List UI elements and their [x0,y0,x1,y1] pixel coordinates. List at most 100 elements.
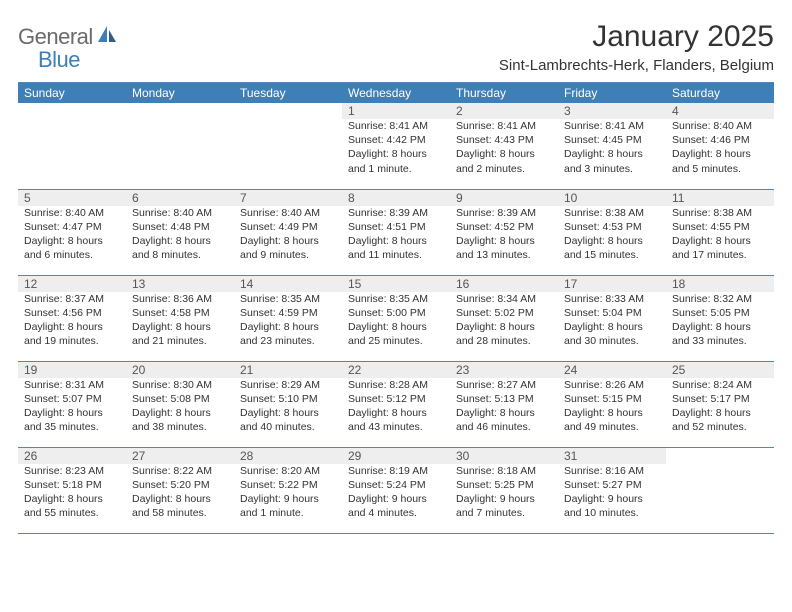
daylight-text: Daylight: 8 hours and 15 minutes. [564,234,662,262]
calendar-day-cell: 3Sunrise: 8:41 AMSunset: 4:45 PMDaylight… [558,103,666,189]
sunset-text: Sunset: 4:43 PM [456,133,554,147]
weekday-header: Wednesday [342,83,450,103]
calendar-day-cell: 18Sunrise: 8:32 AMSunset: 5:05 PMDayligh… [666,275,774,361]
sunrise-text: Sunrise: 8:38 AM [564,206,662,220]
day-details: Sunrise: 8:41 AMSunset: 4:42 PMDaylight:… [342,119,450,180]
calendar-day-cell: 27Sunrise: 8:22 AMSunset: 5:20 PMDayligh… [126,447,234,533]
daylight-text: Daylight: 9 hours and 7 minutes. [456,492,554,520]
sunrise-text: Sunrise: 8:28 AM [348,378,446,392]
day-number: 13 [126,276,234,292]
day-details: Sunrise: 8:27 AMSunset: 5:13 PMDaylight:… [450,378,558,439]
daylight-text: Daylight: 8 hours and 17 minutes. [672,234,770,262]
calendar-day-cell: 21Sunrise: 8:29 AMSunset: 5:10 PMDayligh… [234,361,342,447]
calendar-day-cell: 11Sunrise: 8:38 AMSunset: 4:55 PMDayligh… [666,189,774,275]
day-details: Sunrise: 8:18 AMSunset: 5:25 PMDaylight:… [450,464,558,525]
sunrise-text: Sunrise: 8:24 AM [672,378,770,392]
calendar-week-row: 5Sunrise: 8:40 AMSunset: 4:47 PMDaylight… [18,189,774,275]
day-details: Sunrise: 8:30 AMSunset: 5:08 PMDaylight:… [126,378,234,439]
sunrise-text: Sunrise: 8:37 AM [24,292,122,306]
sunrise-text: Sunrise: 8:18 AM [456,464,554,478]
day-number: 17 [558,276,666,292]
day-number: 8 [342,190,450,206]
day-number [126,103,234,119]
daylight-text: Daylight: 8 hours and 9 minutes. [240,234,338,262]
sunset-text: Sunset: 4:56 PM [24,306,122,320]
day-number: 22 [342,362,450,378]
day-number: 27 [126,448,234,464]
sunrise-text: Sunrise: 8:36 AM [132,292,230,306]
page-header: General January 2025 Sint-Lambrechts-Her… [18,20,774,74]
sunrise-text: Sunrise: 8:33 AM [564,292,662,306]
day-details: Sunrise: 8:20 AMSunset: 5:22 PMDaylight:… [234,464,342,525]
calendar-day-cell [126,103,234,189]
sunrise-text: Sunrise: 8:19 AM [348,464,446,478]
sunrise-text: Sunrise: 8:35 AM [240,292,338,306]
title-block: January 2025 Sint-Lambrechts-Herk, Fland… [499,20,774,74]
calendar-day-cell: 8Sunrise: 8:39 AMSunset: 4:51 PMDaylight… [342,189,450,275]
daylight-text: Daylight: 8 hours and 33 minutes. [672,320,770,348]
calendar-day-cell: 17Sunrise: 8:33 AMSunset: 5:04 PMDayligh… [558,275,666,361]
day-number: 21 [234,362,342,378]
day-number: 12 [18,276,126,292]
day-number: 15 [342,276,450,292]
day-number [18,103,126,119]
sunrise-text: Sunrise: 8:22 AM [132,464,230,478]
sunset-text: Sunset: 4:55 PM [672,220,770,234]
day-number: 5 [18,190,126,206]
sunset-text: Sunset: 5:02 PM [456,306,554,320]
daylight-text: Daylight: 8 hours and 30 minutes. [564,320,662,348]
calendar-page: General January 2025 Sint-Lambrechts-Her… [0,0,792,544]
sunrise-text: Sunrise: 8:40 AM [240,206,338,220]
day-number: 6 [126,190,234,206]
daylight-text: Daylight: 8 hours and 23 minutes. [240,320,338,348]
calendar-day-cell: 15Sunrise: 8:35 AMSunset: 5:00 PMDayligh… [342,275,450,361]
calendar-day-cell: 2Sunrise: 8:41 AMSunset: 4:43 PMDaylight… [450,103,558,189]
day-number: 29 [342,448,450,464]
day-details: Sunrise: 8:28 AMSunset: 5:12 PMDaylight:… [342,378,450,439]
sunrise-text: Sunrise: 8:31 AM [24,378,122,392]
daylight-text: Daylight: 8 hours and 6 minutes. [24,234,122,262]
weekday-header: Friday [558,83,666,103]
sunrise-text: Sunrise: 8:41 AM [348,119,446,133]
day-number: 30 [450,448,558,464]
day-number: 19 [18,362,126,378]
sunrise-text: Sunrise: 8:39 AM [348,206,446,220]
sunrise-text: Sunrise: 8:20 AM [240,464,338,478]
daylight-text: Daylight: 8 hours and 35 minutes. [24,406,122,434]
day-details: Sunrise: 8:22 AMSunset: 5:20 PMDaylight:… [126,464,234,525]
calendar-day-cell: 13Sunrise: 8:36 AMSunset: 4:58 PMDayligh… [126,275,234,361]
sunset-text: Sunset: 5:24 PM [348,478,446,492]
logo-text-blue: Blue [38,47,80,73]
day-number: 26 [18,448,126,464]
day-number: 3 [558,103,666,119]
sunset-text: Sunset: 4:46 PM [672,133,770,147]
sunset-text: Sunset: 5:17 PM [672,392,770,406]
sunrise-text: Sunrise: 8:38 AM [672,206,770,220]
daylight-text: Daylight: 8 hours and 25 minutes. [348,320,446,348]
daylight-text: Daylight: 8 hours and 11 minutes. [348,234,446,262]
daylight-text: Daylight: 9 hours and 4 minutes. [348,492,446,520]
sunset-text: Sunset: 5:00 PM [348,306,446,320]
day-details: Sunrise: 8:32 AMSunset: 5:05 PMDaylight:… [666,292,774,353]
calendar-week-row: 1Sunrise: 8:41 AMSunset: 4:42 PMDaylight… [18,103,774,189]
calendar-day-cell: 19Sunrise: 8:31 AMSunset: 5:07 PMDayligh… [18,361,126,447]
sunset-text: Sunset: 4:51 PM [348,220,446,234]
day-details: Sunrise: 8:41 AMSunset: 4:45 PMDaylight:… [558,119,666,180]
sunset-text: Sunset: 5:15 PM [564,392,662,406]
sunset-text: Sunset: 4:45 PM [564,133,662,147]
calendar-day-cell: 31Sunrise: 8:16 AMSunset: 5:27 PMDayligh… [558,447,666,533]
sunrise-text: Sunrise: 8:32 AM [672,292,770,306]
day-details: Sunrise: 8:35 AMSunset: 5:00 PMDaylight:… [342,292,450,353]
sunset-text: Sunset: 5:04 PM [564,306,662,320]
weekday-header: Sunday [18,83,126,103]
calendar-day-cell: 14Sunrise: 8:35 AMSunset: 4:59 PMDayligh… [234,275,342,361]
daylight-text: Daylight: 8 hours and 2 minutes. [456,147,554,175]
calendar-body: 1Sunrise: 8:41 AMSunset: 4:42 PMDaylight… [18,103,774,533]
day-details: Sunrise: 8:35 AMSunset: 4:59 PMDaylight:… [234,292,342,353]
calendar-table: SundayMondayTuesdayWednesdayThursdayFrid… [18,83,774,534]
daylight-text: Daylight: 9 hours and 10 minutes. [564,492,662,520]
calendar-day-cell: 9Sunrise: 8:39 AMSunset: 4:52 PMDaylight… [450,189,558,275]
daylight-text: Daylight: 8 hours and 55 minutes. [24,492,122,520]
day-details: Sunrise: 8:37 AMSunset: 4:56 PMDaylight:… [18,292,126,353]
day-details: Sunrise: 8:23 AMSunset: 5:18 PMDaylight:… [18,464,126,525]
